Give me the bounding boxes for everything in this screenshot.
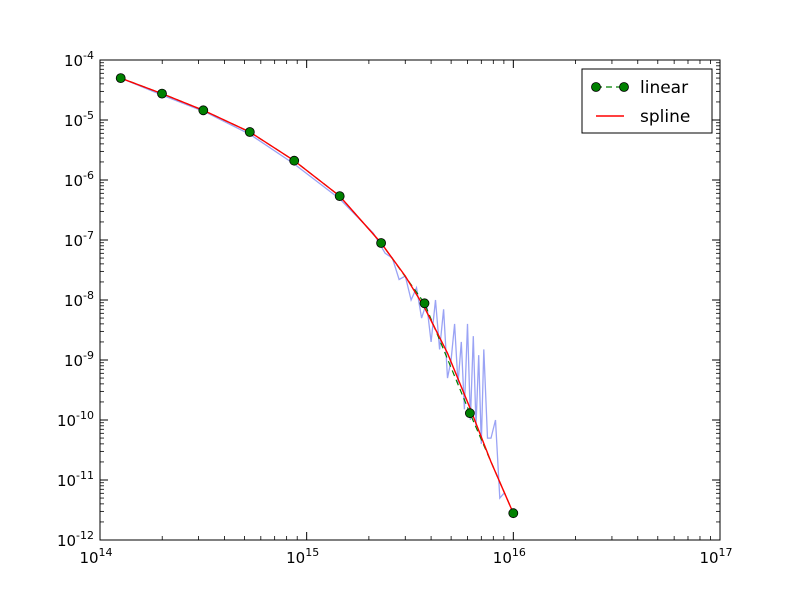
plot-frame [99,59,721,541]
y-tick-label: 10-8 [64,289,94,310]
linear-point [508,508,519,519]
x-tick-label: 1016 [493,546,526,567]
linear-point [334,191,345,202]
legend-linear-marker [619,82,629,92]
legend-spline-label: spline [640,107,690,127]
y-tick-labels: 10-4 10-5 10-6 10-7 10-8 10-9 10-10 10-11 10-12 [57,49,94,550]
linear-point [289,155,300,166]
legend-linear-marker [591,82,601,92]
x-tick-label: 1017 [699,546,732,567]
y-tick-label: 10-4 [64,49,94,70]
x-tick-labels: 1014 1015 1016 1017 [79,546,732,567]
legend: linear spline [581,68,713,134]
legend-box [581,68,713,134]
y-tick-label: 10-7 [64,229,94,250]
linear-point [464,408,475,419]
y-tick-label: 10-10 [57,409,94,430]
linear-point [419,298,430,309]
y-tick-label: 10-5 [64,109,94,130]
linear-point [115,73,126,83]
plot-area [100,60,720,540]
y-tick-label: 10-11 [57,469,94,490]
linear-point [198,105,209,116]
linear-markers-layer [115,73,519,519]
y-tick-label: 10-12 [57,529,94,550]
legend-linear-label: linear [640,78,688,98]
x-tick-label: 1015 [286,546,319,567]
linear-point [376,238,387,248]
linear-point [157,88,167,99]
y-tick-label: 10-9 [64,349,94,370]
linear-point [244,127,255,137]
y-tick-label: 10-6 [64,169,94,190]
x-tick-label: 1014 [79,546,112,567]
